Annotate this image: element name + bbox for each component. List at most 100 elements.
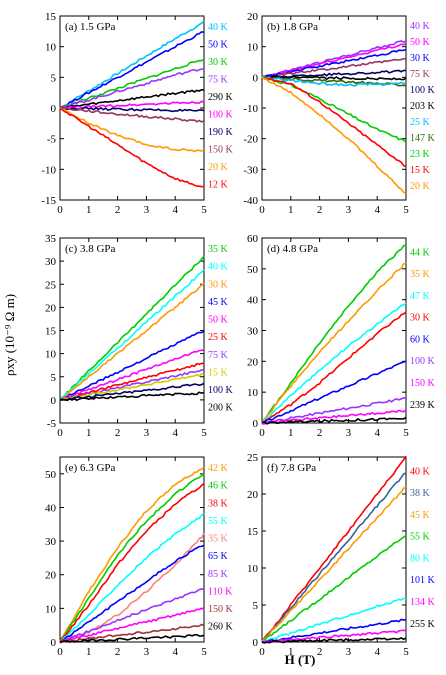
y-tick-label: -10 xyxy=(41,164,56,176)
y-tick-label: 60 xyxy=(247,233,259,245)
series-label: 75 K xyxy=(208,350,229,361)
x-tick-label: 3 xyxy=(144,427,150,439)
series-line xyxy=(261,486,407,642)
y-tick-label: 50 xyxy=(45,469,57,481)
x-tick-label: 2 xyxy=(115,204,121,216)
panel: 0 1 2 3 4 5 -15 -10 -5 0 5 10 15 (a) 1.5 GPa 40 K 50 K 3… xyxy=(41,11,233,216)
y-tick-label: 0 xyxy=(51,103,57,115)
series-line xyxy=(59,466,205,642)
y-tick-label: 30 xyxy=(247,326,259,338)
panel-label: (b) 1.8 GPa xyxy=(267,21,318,33)
series-line xyxy=(59,391,205,402)
x-tick-label: 1 xyxy=(288,427,294,439)
panel: 0 1 2 3 4 5 -40 -30 -20 -10 0 10 20 (b) 1.8 GPa 40 K 50… xyxy=(243,11,435,216)
y-tick-label: -20 xyxy=(243,134,258,146)
series-label: 35 K xyxy=(410,269,431,280)
series-line xyxy=(59,269,205,400)
x-tick-label: 3 xyxy=(144,204,150,216)
series-label: 100 K xyxy=(208,110,234,121)
y-tick-label: 10 xyxy=(45,603,57,615)
series-line xyxy=(59,372,205,400)
x-tick-label: 2 xyxy=(317,204,323,216)
x-tick-label: 2 xyxy=(317,646,323,658)
y-tick-label: 15 xyxy=(247,526,259,538)
y-tick-label: 0 xyxy=(253,418,259,430)
x-axis-label: H (T) xyxy=(285,652,316,667)
y-tick-label: 15 xyxy=(45,11,57,23)
series-line xyxy=(261,360,407,425)
series-line xyxy=(59,106,205,113)
series-label: 55 K xyxy=(410,532,431,543)
series-line xyxy=(261,42,407,78)
y-tick-label: 20 xyxy=(45,302,57,314)
series-label: 45 K xyxy=(208,297,229,308)
y-tick-label: 35 xyxy=(45,233,57,245)
series-line xyxy=(59,330,205,401)
series-label: 134 K xyxy=(410,597,436,608)
series-line xyxy=(261,40,407,79)
series-label: 110 K xyxy=(208,586,233,597)
series-label: 150 K xyxy=(410,378,436,389)
y-tick-label: 40 xyxy=(247,295,259,307)
series-label: 255 K xyxy=(410,619,436,630)
series-label: 55 K xyxy=(208,516,229,527)
series-line xyxy=(59,282,205,401)
series-label: 50 K xyxy=(208,40,229,51)
series-label: 42 K xyxy=(208,463,229,474)
x-tick-label: 2 xyxy=(115,646,121,658)
series-line xyxy=(261,76,407,143)
y-tick-label: -5 xyxy=(47,418,57,430)
x-tick-label: 5 xyxy=(403,427,409,439)
series-label: 30 K xyxy=(410,313,431,324)
x-tick-label: 3 xyxy=(144,646,150,658)
series-label: 150 K xyxy=(208,145,234,156)
y-tick-label: 25 xyxy=(45,279,57,291)
plot-frame xyxy=(261,456,407,643)
x-tick-label: 0 xyxy=(57,646,63,658)
series-line xyxy=(59,512,205,643)
series-line xyxy=(59,67,205,110)
series-line xyxy=(261,76,407,195)
x-tick-label: 4 xyxy=(172,646,178,658)
y-tick-label: -30 xyxy=(243,164,258,176)
series-line xyxy=(261,244,407,425)
series-line xyxy=(59,472,205,643)
series-line xyxy=(261,311,407,424)
x-tick-label: 3 xyxy=(346,427,352,439)
y-tick-label: 10 xyxy=(45,42,57,54)
series-label: 85 K xyxy=(208,569,229,580)
y-tick-label: -15 xyxy=(41,195,56,207)
y-tick-label: 15 xyxy=(45,326,57,338)
series-label: 20 K xyxy=(410,181,431,192)
series-line xyxy=(261,409,407,425)
y-tick-label: 10 xyxy=(247,387,259,399)
x-tick-label: 2 xyxy=(317,427,323,439)
series-line xyxy=(59,108,205,188)
x-tick-label: 0 xyxy=(259,204,265,216)
series-label: 190 K xyxy=(208,127,234,138)
series-line xyxy=(59,362,205,402)
series-line xyxy=(59,30,205,110)
y-tick-label: 5 xyxy=(51,72,57,84)
y-tick-label: 30 xyxy=(45,536,57,548)
series-line xyxy=(59,607,205,643)
y-axis-label: ρxy (10⁻⁹ Ω m) xyxy=(2,294,17,376)
y-tick-label: -5 xyxy=(47,134,57,146)
x-tick-label: 4 xyxy=(172,427,178,439)
series-label: 101 K xyxy=(410,575,436,586)
series-label: 23 K xyxy=(410,149,431,160)
x-tick-label: 5 xyxy=(201,646,207,658)
x-tick-label: 0 xyxy=(259,646,265,658)
series-line xyxy=(59,107,205,123)
series-line xyxy=(261,472,407,643)
x-tick-label: 3 xyxy=(346,646,352,658)
series-label: 30 K xyxy=(410,53,431,64)
series-label: 40 K xyxy=(410,21,431,32)
series-line xyxy=(59,20,205,109)
series-label: 100 K xyxy=(208,385,234,396)
series-line xyxy=(261,77,407,168)
